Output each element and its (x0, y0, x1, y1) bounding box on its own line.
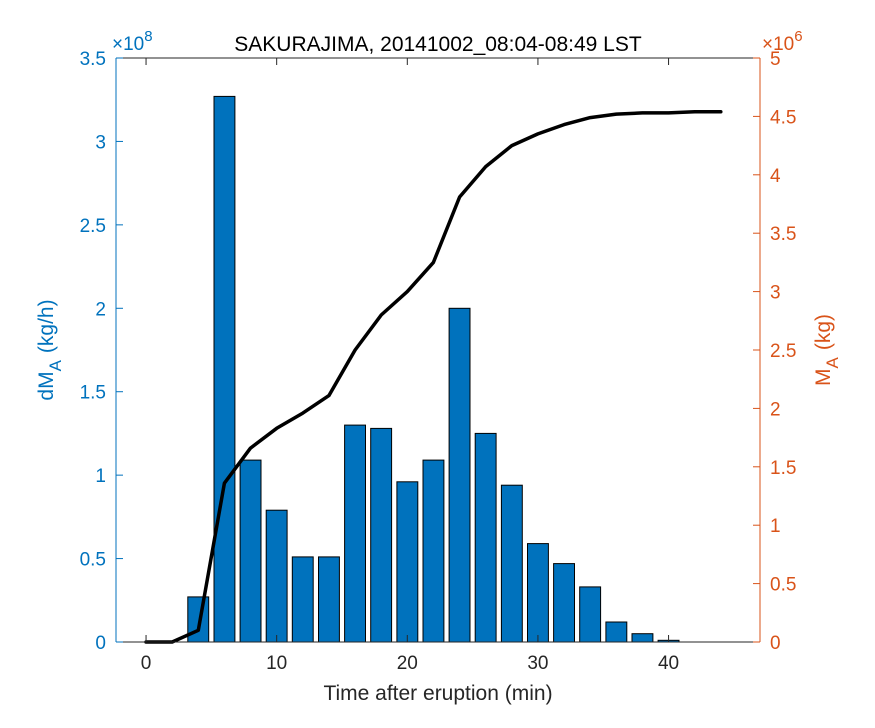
left-exponent-label-power: 8 (144, 28, 152, 45)
right-y-axis-label: MA (kg) (812, 314, 842, 386)
left-y-axis-label-subscript: A (46, 359, 65, 371)
left-y-tick-label: 2.5 (80, 216, 106, 237)
bars-layer (187, 95, 680, 643)
right-y-tick-label: 5 (770, 49, 781, 70)
bar (344, 424, 367, 643)
left-exponent-label-base: ×10 (112, 34, 144, 55)
bar (213, 95, 236, 643)
left-y-tick-label: 3 (95, 132, 106, 153)
left-y-axis-label-main: dM (35, 371, 58, 400)
right-exponent-label: ×106 (762, 28, 803, 55)
x-tick-label: 20 (397, 653, 418, 674)
left-y-axis-label: dMA (kg/h) (35, 299, 65, 400)
right-y-tick-label: 2 (770, 399, 781, 420)
right-y-tick-label: 0.5 (770, 575, 796, 596)
bar (631, 633, 654, 643)
right-y-tick-label: 3 (770, 283, 781, 304)
bar (605, 621, 628, 643)
x-tick-label: 0 (141, 653, 152, 674)
left-y-tick-label: 1.5 (80, 383, 106, 404)
x-tick-label: 40 (658, 653, 679, 674)
right-y-axis-label-main: M (812, 369, 835, 387)
line-layer (144, 109, 723, 644)
cumulative-line (144, 109, 723, 644)
left-exponent-label: ×108 (112, 28, 153, 55)
bar (553, 563, 575, 643)
chart-title: SAKURAJIMA, 20141002_08:04-08:49 LST (234, 33, 642, 56)
left-y-axis-label-units: (kg/h) (35, 299, 58, 353)
right-y-tick-label: 1.5 (770, 458, 796, 479)
left-y-tick-label: 0.5 (80, 550, 106, 571)
right-y-tick-label: 2.5 (770, 341, 796, 362)
bar (396, 481, 419, 643)
bar (265, 509, 288, 643)
right-y-axis-label-units: (kg) (812, 314, 835, 350)
right-y-tick-label: 4.5 (770, 107, 796, 128)
axes-layer: 0 10 20 30 40 0 0.5 1 1.5 2 2.5 3 3.5 0 0.5 1 1.5 2 2.5 3 3.… (35, 28, 842, 674)
left-y-tick-label: 1 (95, 466, 106, 487)
right-y-tick-label: 0 (770, 633, 781, 654)
bar (500, 484, 523, 643)
right-y-tick-label: 4 (770, 166, 781, 187)
x-tick-label: 10 (266, 653, 287, 674)
x-tick-label: 30 (527, 653, 548, 674)
right-y-axis-label-subscript: A (823, 357, 842, 369)
x-axis-label: Time after eruption (min) (323, 682, 552, 705)
bar (291, 556, 314, 643)
right-y-tick-label: 1 (770, 516, 781, 537)
bar (239, 459, 262, 643)
bar (448, 307, 471, 643)
right-exponent-label-base: ×10 (762, 34, 794, 55)
left-y-tick-label: 2 (95, 299, 106, 320)
bar (474, 432, 497, 643)
right-y-tick-label: 3.5 (770, 224, 796, 245)
bar (370, 427, 393, 643)
right-exponent-label-power: 6 (794, 28, 802, 45)
bar (422, 459, 445, 643)
left-y-tick-label: 0 (95, 633, 106, 654)
bar (579, 586, 602, 643)
bar (527, 543, 549, 643)
left-y-tick-label: 3.5 (80, 49, 106, 70)
bar (318, 556, 340, 643)
